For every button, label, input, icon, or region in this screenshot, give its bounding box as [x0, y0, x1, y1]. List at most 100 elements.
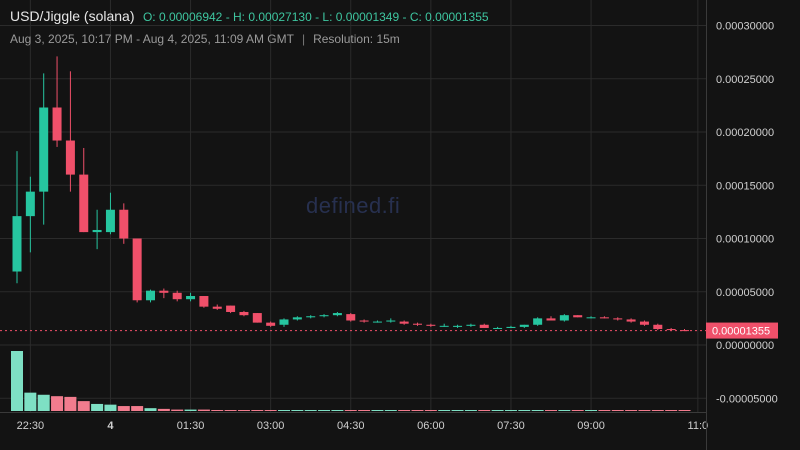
x-tick-label: 03:00	[257, 420, 285, 432]
volume-bar	[224, 410, 237, 411]
y-tick-label: 0.00030000	[716, 21, 774, 33]
candle[interactable]	[519, 324, 529, 327]
volume-bar	[504, 410, 517, 411]
volume-bar	[665, 410, 678, 411]
candle[interactable]	[252, 313, 262, 323]
y-tick-label: 0.00005000	[716, 287, 774, 299]
volume-bar	[291, 410, 304, 411]
candle[interactable]	[399, 321, 409, 324]
volume-bar	[398, 410, 411, 411]
volume-bar	[651, 410, 664, 411]
candle[interactable]	[546, 318, 556, 321]
candle[interactable]	[92, 229, 102, 233]
candle[interactable]	[279, 319, 289, 325]
candle[interactable]	[119, 209, 129, 239]
x-tick-label: 07:30	[497, 420, 525, 432]
volume-bar	[558, 410, 571, 411]
y-tick-label: 0.00025000	[716, 74, 774, 86]
y-tick-label: 0.00010000	[716, 234, 774, 246]
candle[interactable]	[586, 317, 596, 319]
candle[interactable]	[12, 216, 22, 272]
candle[interactable]	[306, 316, 316, 318]
candle[interactable]	[292, 317, 302, 320]
volume-bar	[64, 396, 77, 411]
y-tick-label: 0.00015000	[716, 180, 774, 192]
candle[interactable]	[226, 305, 236, 312]
volume-bar	[518, 410, 531, 411]
candle[interactable]	[453, 325, 463, 327]
candle[interactable]	[159, 290, 169, 293]
candle[interactable]	[25, 191, 35, 217]
x-tick-label: 06:00	[417, 420, 445, 432]
volume-bar	[184, 409, 197, 411]
volume-bar	[625, 410, 638, 411]
volume-bar	[264, 410, 277, 411]
candle[interactable]	[613, 318, 623, 320]
chart-subheader: Aug 3, 2025, 10:17 PM - Aug 4, 2025, 11:…	[10, 32, 400, 46]
candle[interactable]	[319, 315, 329, 317]
volume-bar	[638, 410, 651, 411]
current-price-tag	[706, 322, 778, 339]
candle[interactable]	[426, 324, 436, 326]
candle[interactable]	[506, 326, 516, 328]
candle[interactable]	[599, 317, 609, 319]
date-range-label: Aug 3, 2025, 10:17 PM - Aug 4, 2025, 11:…	[10, 32, 294, 46]
volume-bar	[51, 396, 64, 411]
candle[interactable]	[186, 296, 196, 300]
candle[interactable]	[212, 306, 222, 309]
x-tick-label: 04:30	[337, 420, 365, 432]
chart-header: USD/Jiggle (solana) O: 0.00006942 - H: 0…	[10, 8, 489, 26]
candle[interactable]	[39, 107, 49, 192]
candle[interactable]	[332, 313, 342, 316]
resolution-label: Resolution: 15m	[313, 32, 400, 46]
x-tick-label: 11:0	[688, 420, 709, 432]
candle[interactable]	[479, 324, 489, 328]
candle[interactable]	[413, 323, 422, 325]
candle[interactable]	[172, 292, 182, 300]
candle[interactable]	[372, 321, 382, 323]
candle[interactable]	[199, 296, 209, 307]
volume-bar	[491, 410, 504, 411]
volume-bar	[344, 410, 357, 411]
candle[interactable]	[359, 320, 369, 322]
volume-bar	[531, 410, 544, 411]
candle[interactable]	[533, 318, 543, 325]
candle[interactable]	[559, 315, 569, 321]
candle[interactable]	[105, 209, 115, 233]
candle[interactable]	[493, 327, 503, 329]
candle[interactable]	[346, 314, 356, 321]
watermark: defined.fi	[306, 193, 401, 218]
y-tick-label: 0.00000000	[716, 340, 774, 352]
candle[interactable]	[132, 238, 142, 301]
volume-bar	[24, 392, 37, 411]
candle[interactable]	[439, 325, 449, 327]
volume-bar	[11, 351, 23, 411]
candle[interactable]	[666, 329, 676, 331]
volume-bar	[278, 410, 290, 411]
volume-bar	[251, 410, 264, 411]
candle[interactable]	[266, 322, 276, 326]
candle[interactable]	[52, 107, 62, 141]
candle[interactable]	[239, 311, 249, 316]
candle[interactable]	[680, 330, 689, 332]
volume-bar	[611, 410, 624, 411]
volume-bar	[117, 406, 130, 411]
volume-bar	[197, 409, 210, 411]
candle[interactable]	[639, 321, 649, 325]
volume-bar	[678, 410, 691, 411]
volume-bar	[438, 410, 451, 411]
candle[interactable]	[386, 320, 396, 322]
candle[interactable]	[466, 324, 476, 326]
candle[interactable]	[65, 140, 75, 175]
x-tick-label: 01:30	[177, 420, 205, 432]
volume-bar	[304, 410, 317, 411]
candle[interactable]	[626, 319, 636, 322]
candle[interactable]	[573, 315, 583, 318]
candle[interactable]	[79, 174, 89, 233]
volume-bar	[571, 410, 584, 411]
candle[interactable]	[146, 290, 155, 301]
volume-bar	[104, 404, 117, 411]
volume-bar	[464, 410, 477, 411]
candle[interactable]	[653, 324, 663, 330]
